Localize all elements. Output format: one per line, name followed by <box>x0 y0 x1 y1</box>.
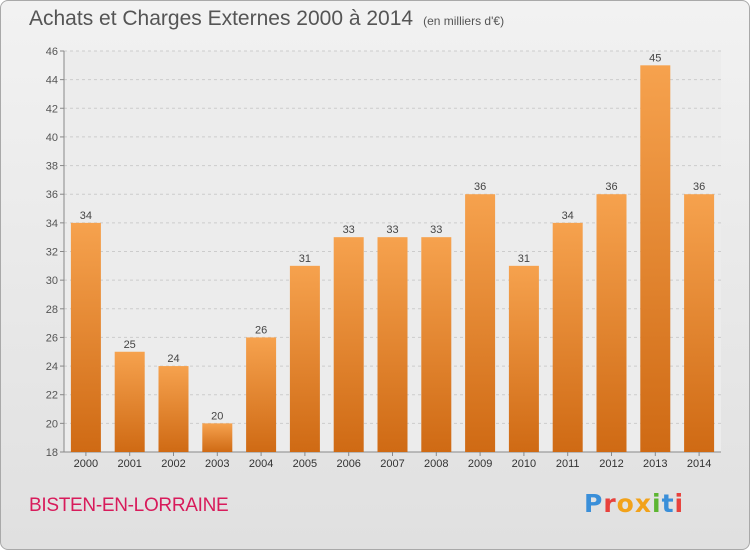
x-tick-label-2014: 2014 <box>687 458 711 470</box>
x-tick-label-2012: 2012 <box>599 458 623 470</box>
logo-letter: i <box>674 489 685 518</box>
data-label-2001: 25 <box>124 339 136 351</box>
y-tick-label: 28 <box>46 304 58 316</box>
y-tick-label: 20 <box>46 418 58 430</box>
data-label-2011: 34 <box>562 210 574 222</box>
bar-2008 <box>421 237 452 452</box>
bar-2003 <box>202 423 233 452</box>
data-label-2006: 33 <box>343 224 355 236</box>
y-tick-label: 24 <box>46 361 58 373</box>
logo-letter: i <box>652 489 662 518</box>
bar-2010 <box>508 265 539 452</box>
bar-2001 <box>114 351 145 452</box>
data-label-2013: 45 <box>649 52 661 64</box>
bar-2014 <box>684 194 715 452</box>
y-tick-label: 36 <box>46 189 58 201</box>
bar-2007 <box>377 237 408 452</box>
y-tick-label: 46 <box>46 46 58 58</box>
data-label-2005: 31 <box>299 253 311 265</box>
y-tick-label: 18 <box>46 447 58 459</box>
x-tick-label-2003: 2003 <box>205 458 229 470</box>
logo-letter: t <box>661 489 675 518</box>
logo-letter: o <box>616 489 635 518</box>
logo-letter: r <box>603 489 617 518</box>
y-tick-label: 30 <box>46 275 58 287</box>
y-tick-label: 44 <box>46 75 58 87</box>
x-tick-label-2007: 2007 <box>380 458 404 470</box>
logo-letter: P <box>584 489 604 518</box>
proxiti-logo: Proxiti <box>584 489 684 518</box>
x-tick-label-2010: 2010 <box>512 458 536 470</box>
bar-2005 <box>289 265 320 452</box>
data-label-2003: 20 <box>211 410 223 422</box>
y-tick-label: 32 <box>46 247 58 259</box>
data-label-2012: 36 <box>605 181 617 193</box>
x-tick-label-2011: 2011 <box>556 458 580 470</box>
data-label-2007: 33 <box>386 224 398 236</box>
data-label-2002: 24 <box>167 353 179 365</box>
y-tick-label: 34 <box>46 218 58 230</box>
x-tick-label-2000: 2000 <box>74 458 98 470</box>
bar-2000 <box>70 222 101 452</box>
bar-2009 <box>465 194 496 452</box>
chart-title: Achats et Charges Externes 2000 à 2014 (e… <box>29 7 504 31</box>
x-tick-label-2004: 2004 <box>249 458 273 470</box>
bar-2012 <box>596 194 627 452</box>
x-tick-label-2006: 2006 <box>336 458 360 470</box>
logo-letter: x <box>634 489 652 518</box>
bar-2013 <box>640 65 671 453</box>
data-label-2009: 36 <box>474 181 486 193</box>
bar-2006 <box>333 237 364 452</box>
data-label-2014: 36 <box>693 181 705 193</box>
bar-2011 <box>552 222 583 452</box>
bar-2004 <box>246 337 277 452</box>
x-tick-label-2001: 2001 <box>117 458 141 470</box>
x-tick-label-2002: 2002 <box>161 458 185 470</box>
y-tick-label: 22 <box>46 390 58 402</box>
data-label-2004: 26 <box>255 324 267 336</box>
data-label-2008: 33 <box>430 224 442 236</box>
x-tick-label-2009: 2009 <box>468 458 492 470</box>
x-tick-label-2008: 2008 <box>424 458 448 470</box>
commune-name: BISTEN-EN-LORRAINE <box>29 495 229 516</box>
y-tick-label: 38 <box>46 161 58 173</box>
data-label-2010: 31 <box>518 253 530 265</box>
chart-title-main: Achats et Charges Externes 2000 à 2014 <box>29 7 414 30</box>
y-tick-label: 26 <box>46 332 58 344</box>
x-tick-label-2005: 2005 <box>293 458 317 470</box>
y-tick-label: 40 <box>46 132 58 144</box>
data-label-2000: 34 <box>80 210 92 222</box>
bar-2002 <box>158 366 189 452</box>
y-tick-label: 42 <box>46 103 58 115</box>
x-tick-label-2013: 2013 <box>643 458 667 470</box>
chart-title-unit: (en milliers d'€) <box>423 14 505 28</box>
